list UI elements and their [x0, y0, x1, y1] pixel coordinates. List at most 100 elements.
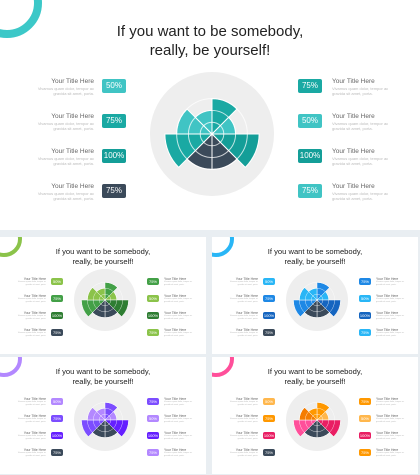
item-title: Your Title Here — [376, 311, 399, 315]
thumbnail-blue[interactable]: If you want to be somebody, really, be y… — [212, 237, 418, 354]
radial-chart — [150, 72, 274, 196]
item-title: Your Title Here — [23, 431, 46, 435]
chart-segment — [293, 419, 318, 438]
percent-badge: 75% — [51, 448, 63, 456]
left-item: Your Title Here Vivamus quam dolor, tempo… — [230, 397, 258, 406]
percent-badge: 75% — [51, 294, 63, 302]
percent-badge: 100% — [51, 431, 63, 439]
item-title: Your Title Here — [376, 277, 399, 281]
percent-badge: 75% — [147, 277, 159, 285]
title-line-1: If you want to be somebody, — [116, 23, 304, 40]
item-description: Vivamus quam dolor, tempor ac — [332, 86, 389, 91]
title-line-2: really, be yourself! — [149, 42, 271, 59]
chart-gridline — [87, 282, 123, 318]
decorative-ring — [212, 357, 234, 377]
percent-badge: 50% — [298, 114, 322, 128]
item-title: Your Title Here — [23, 311, 46, 315]
item-description: gravida sit amet, porta. — [25, 420, 46, 423]
item-description: Vivamus quam dolor, tempor ac — [229, 401, 258, 403]
decorative-ring — [0, 237, 22, 257]
slide-title: If you want to be somebody, really, be y… — [212, 247, 418, 267]
percent-badge: 75% — [298, 79, 322, 93]
item-title: Your Title Here — [164, 294, 187, 298]
item-description: gravida sit amet, porta. — [376, 300, 397, 303]
chart-gridline — [187, 109, 237, 159]
item-description: gravida sit amet, porta. — [164, 420, 185, 423]
item-title: Your Title Here — [235, 328, 258, 332]
item-title: Your Title Here — [235, 414, 258, 418]
radial-chart — [74, 389, 136, 451]
item-title: Your Title Here — [376, 294, 399, 298]
item-description: gravida sit amet, porta. — [25, 437, 46, 440]
percent-badge: 50% — [102, 79, 126, 93]
item-title: Your Title Here — [235, 277, 258, 281]
item-title: Your Title Here — [235, 311, 258, 315]
item-description: Vivamus quam dolor, tempor ac — [164, 315, 193, 317]
right-item: Your Title Here Vivamus quam dolor, tempo… — [164, 311, 192, 320]
right-item: Your Title Here Vivamus quam dolor, tempo… — [164, 294, 192, 303]
item-description: Vivamus quam dolor, tempor ac — [37, 121, 94, 126]
left-item: Your Title Here Vivamus quam dolor, tempo… — [38, 78, 94, 96]
item-description: Vivamus quam dolor, tempor ac — [17, 418, 46, 420]
item-description: gravida sit amet, porta. — [332, 196, 373, 201]
item-description: gravida sit amet, porta. — [25, 334, 46, 337]
item-description: Vivamus quam dolor, tempor ac — [164, 418, 193, 420]
percent-badge: 75% — [298, 184, 322, 198]
item-description: Vivamus quam dolor, tempor ac — [376, 298, 405, 300]
percent-badge: 50% — [359, 414, 371, 422]
item-description: Vivamus quam dolor, tempor ac — [37, 191, 94, 196]
percent-badge: 50% — [51, 397, 63, 405]
thumbnail-green[interactable]: If you want to be somebody, really, be y… — [0, 237, 206, 354]
left-item: Your Title Here Vivamus quam dolor, tempo… — [230, 431, 258, 440]
chart-segment — [210, 133, 260, 169]
item-description: Vivamus quam dolor, tempor ac — [229, 298, 258, 300]
thumbnail-orange[interactable]: If you want to be somebody, really, be y… — [212, 357, 418, 474]
item-description: gravida sit amet, porta. — [237, 300, 258, 303]
item-title: Your Title Here — [23, 414, 46, 418]
item-title: Your Title Here — [164, 328, 187, 332]
radial-chart-svg — [286, 389, 348, 451]
item-description: Vivamus quam dolor, tempor ac — [164, 281, 193, 283]
chart-segment — [316, 419, 341, 438]
percent-badge: 75% — [359, 397, 371, 405]
item-description: gravida sit amet, porta. — [164, 437, 185, 440]
percent-badge: 75% — [263, 414, 275, 422]
percent-badge: 75% — [263, 328, 275, 336]
percent-badge: 75% — [147, 397, 159, 405]
left-item: Your Title Here Vivamus quam dolor, tempo… — [18, 311, 46, 320]
percent-badge: 75% — [51, 328, 63, 336]
right-item: Your Title Here Vivamus quam dolor, tempo… — [376, 294, 404, 303]
item-description: gravida sit amet, porta. — [237, 283, 258, 286]
left-item: Your Title Here Vivamus quam dolor, tempo… — [230, 294, 258, 303]
percent-badge: 50% — [263, 397, 275, 405]
thumbnail-purple[interactable]: If you want to be somebody, really, be y… — [0, 357, 206, 474]
item-title: Your Title Here — [51, 148, 94, 155]
percent-badge: 75% — [263, 294, 275, 302]
item-description: gravida sit amet, porta. — [164, 300, 185, 303]
chart-gridline — [299, 402, 335, 438]
percent-badge: 100% — [298, 149, 322, 163]
main-slide[interactable]: If you want to be somebody, really, be y… — [0, 0, 420, 230]
chart-segment — [81, 419, 106, 438]
item-title: Your Title Here — [332, 148, 375, 155]
item-description: Vivamus quam dolor, tempor ac — [229, 418, 258, 420]
percent-badge: 50% — [147, 294, 159, 302]
item-title: Your Title Here — [164, 277, 187, 281]
item-description: gravida sit amet, porta. — [53, 91, 94, 96]
left-item: Your Title Here Vivamus quam dolor, tempo… — [230, 448, 258, 457]
item-description: Vivamus quam dolor, tempor ac — [332, 121, 389, 126]
chart-gridline — [87, 402, 123, 438]
item-title: Your Title Here — [23, 277, 46, 281]
radial-chart-svg — [150, 72, 274, 196]
right-item: Your Title Here Vivamus quam dolor, tempo… — [332, 78, 388, 96]
item-description: Vivamus quam dolor, tempor ac — [376, 281, 405, 283]
slide-title: If you want to be somebody, really, be y… — [212, 367, 418, 387]
item-description: Vivamus quam dolor, tempor ac — [17, 281, 46, 283]
percent-badge: 50% — [359, 294, 371, 302]
right-item: Your Title Here Vivamus quam dolor, tempo… — [376, 328, 404, 337]
radial-chart-svg — [74, 269, 136, 331]
item-title: Your Title Here — [51, 113, 94, 120]
slide-title: If you want to be somebody, really, be y… — [0, 367, 206, 387]
item-description: Vivamus quam dolor, tempor ac — [376, 332, 405, 334]
item-description: Vivamus quam dolor, tempor ac — [17, 315, 46, 317]
